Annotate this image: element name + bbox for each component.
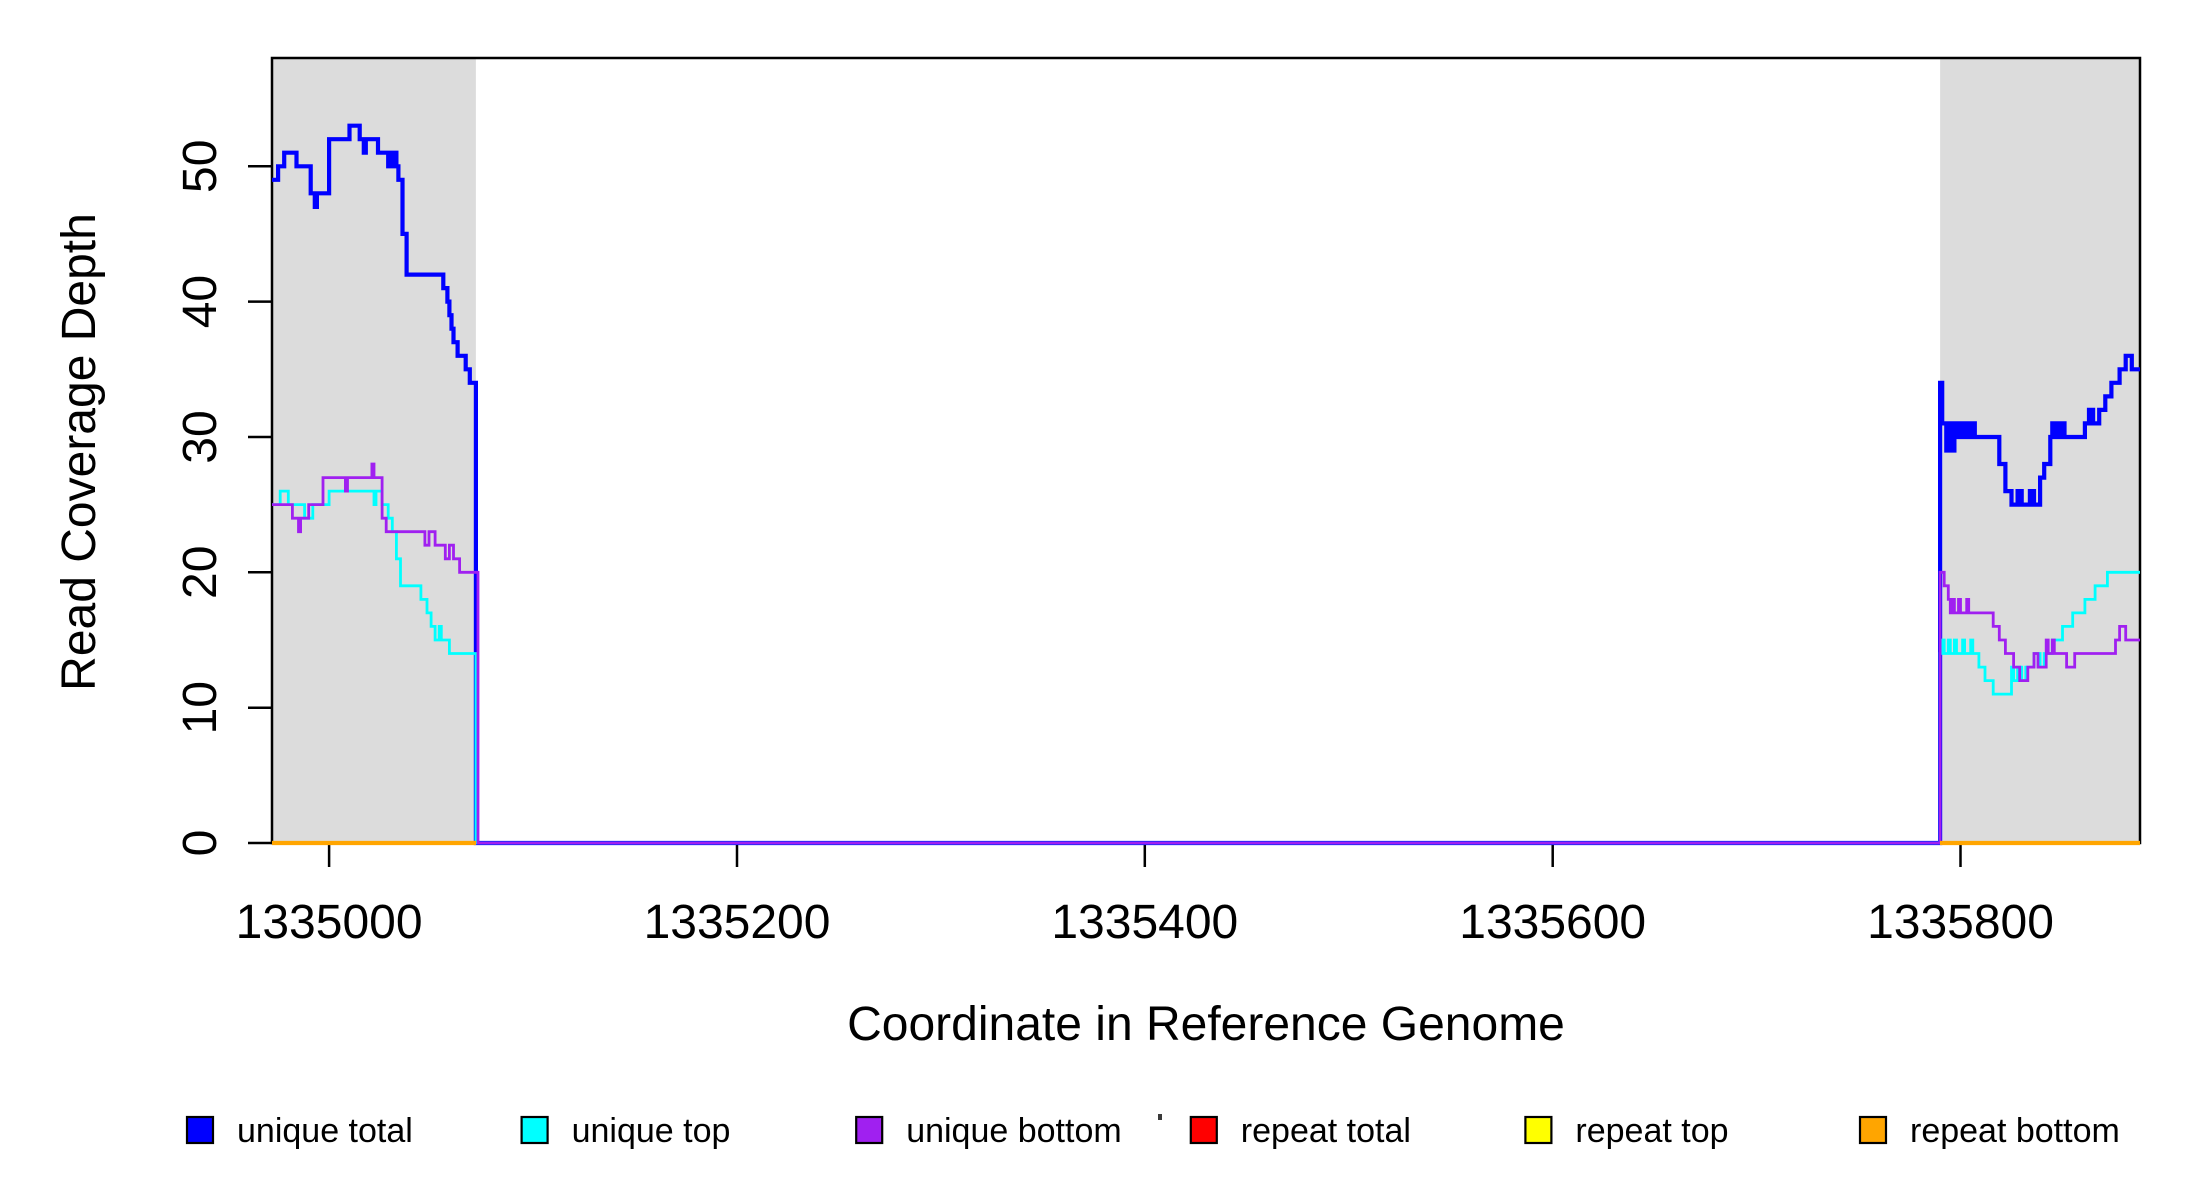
legend-item-unique-top: unique top (520, 1112, 731, 1150)
x-tick-label: 1335800 (1867, 896, 2054, 949)
legend-swatch (855, 1115, 884, 1145)
legend-swatch (1524, 1115, 1553, 1145)
legend-swatch (520, 1115, 549, 1145)
x-axis-label: Coordinate in Reference Genome (847, 998, 1565, 1051)
legend-item-repeat-total: repeat total (1189, 1112, 1411, 1150)
legend-label: unique total (237, 1112, 413, 1150)
repeat-region-left (272, 58, 476, 843)
x-tick-label: 1335600 (1459, 896, 1646, 949)
x-tick-label: 1335400 (1051, 896, 1238, 949)
repeat-region-right (1940, 58, 2140, 843)
legend-item-repeat-bottom: repeat bottom (1858, 1112, 2120, 1150)
series-unique-top (272, 489, 2140, 845)
y-axis-label: Read Coverage Depth (53, 213, 106, 691)
legend-item-unique-bottom: unique bottom (855, 1112, 1122, 1150)
legend-label: repeat top (1575, 1112, 1728, 1150)
y-tick-label: 40 (174, 275, 227, 328)
series-layer (272, 123, 2140, 846)
y-tick-label: 50 (174, 140, 227, 193)
legend-swatch (185, 1115, 215, 1145)
legend-label: repeat bottom (1910, 1112, 2120, 1150)
legend-item-repeat-top: repeat top (1524, 1112, 1729, 1150)
axes-layer: 1335000 1335200 1335400 1335600 1335800 0 10 20… (174, 56, 2142, 949)
stray-mark (1158, 1114, 1162, 1120)
x-tick-label: 1335000 (236, 896, 423, 949)
legend-label: repeat total (1241, 1112, 1411, 1150)
x-tick-label: 1335200 (644, 896, 831, 949)
repeat-regions-layer (272, 58, 2140, 843)
y-tick-label: 0 (174, 830, 227, 857)
plot-border (270, 56, 2142, 845)
y-tick-label: 30 (174, 410, 227, 463)
legend-item-unique-total: unique total (185, 1112, 413, 1150)
series-unique-total (272, 123, 2140, 846)
y-tick-label: 10 (174, 681, 227, 734)
legend-swatch (1858, 1115, 1888, 1145)
legend: unique total unique top unique bottom repea… (185, 1112, 2120, 1150)
legend-label: unique top (572, 1112, 731, 1150)
y-tick-label: 20 (174, 546, 227, 599)
legend-swatch (1189, 1115, 1218, 1145)
legend-label: unique bottom (906, 1112, 1121, 1150)
series-unique-bottom (272, 462, 2140, 845)
